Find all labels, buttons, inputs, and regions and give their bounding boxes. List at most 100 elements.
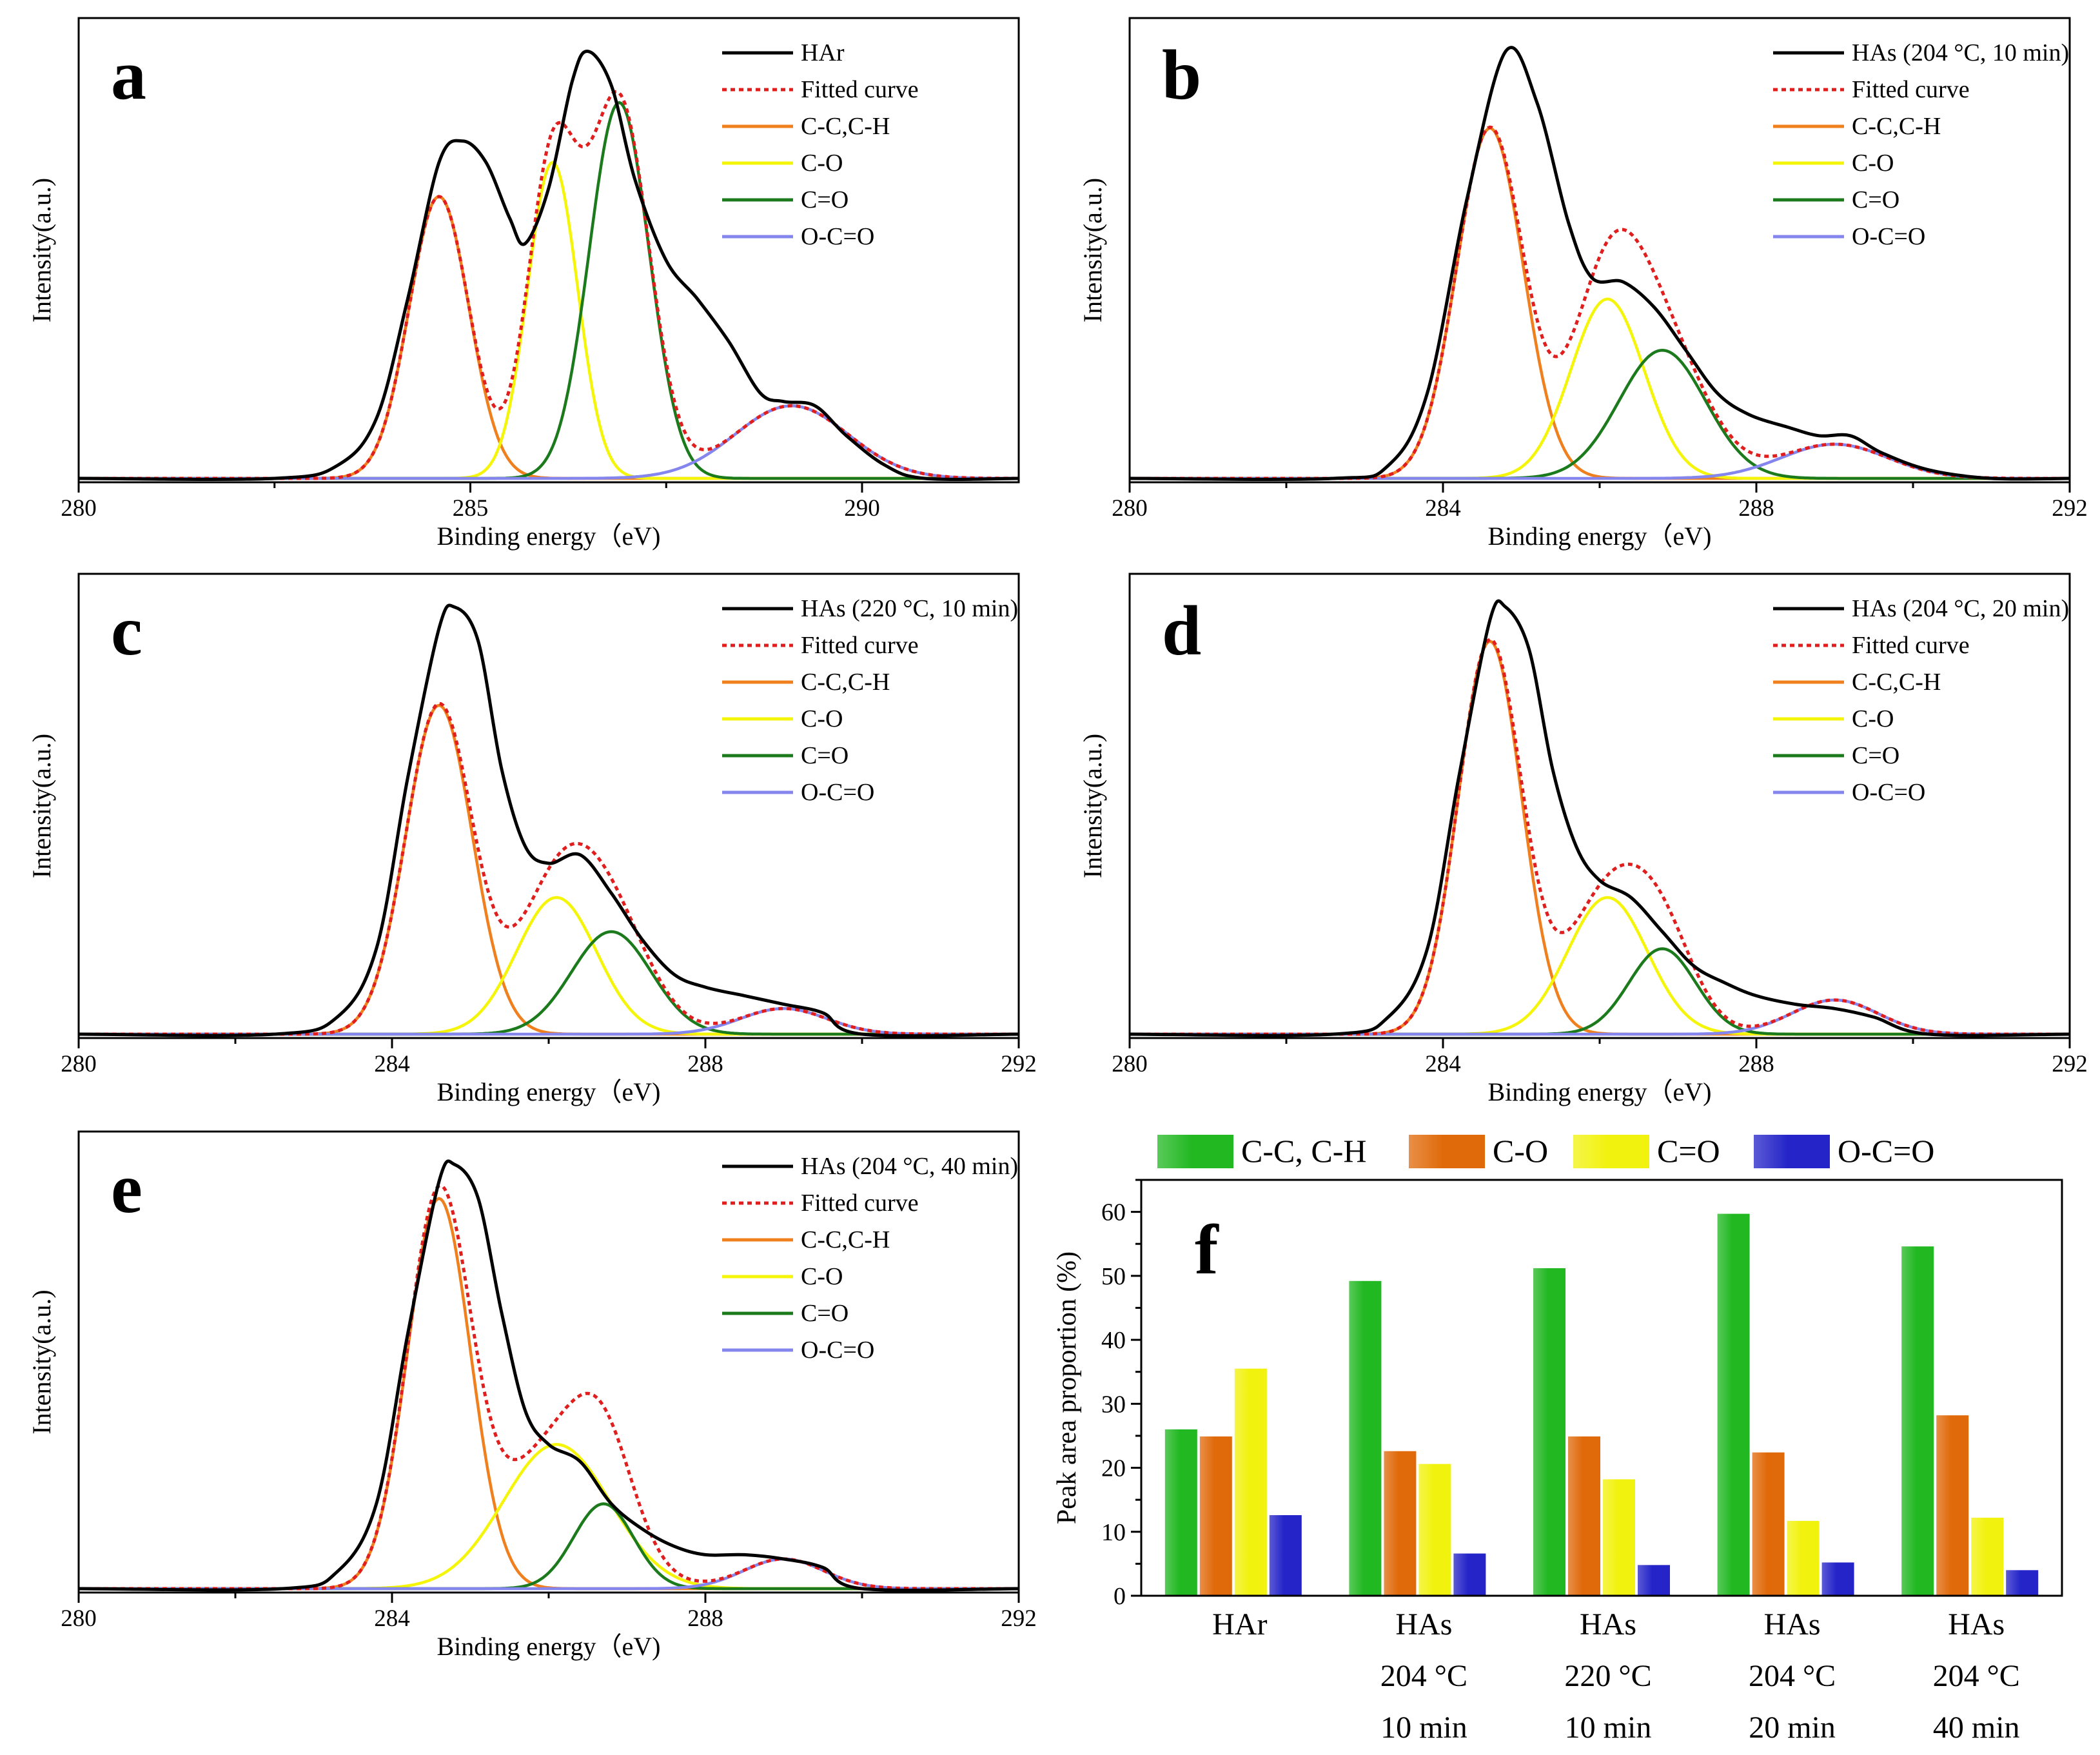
legend-label-c-c-c-h-c: C-C,C-H [801, 669, 890, 696]
x-tick-label-e: 284 [374, 1605, 410, 1632]
x-tick-label-d: 292 [2052, 1051, 2088, 1077]
legend-label-fitted-curve-b: Fitted curve [1852, 76, 1970, 103]
legend-label-c-o-e: C-O [801, 1263, 843, 1290]
y-axis-label-e: Intensity(a.u.) [27, 1289, 56, 1434]
category-label-2-line-0: HAs [1580, 1607, 1636, 1642]
legend-label-c-c-c-h-f: C-C, C-H [1241, 1133, 1366, 1169]
y-tick-label-f: 0 [1114, 1583, 1126, 1610]
y-tick-label-f: 20 [1101, 1455, 1126, 1482]
legend-label-o-c-o-c: O-C=O [801, 779, 874, 806]
component-c-c-c-h-curve-a [79, 195, 1019, 480]
component-c-o-curve-a [79, 161, 1019, 480]
panel-b: 280 284 288 292 Binding energy（eV) Intensity(… [1078, 17, 2088, 551]
legend-label-o-c-o-a: O-C=O [801, 223, 874, 250]
y-axis-label-b: Intensity(a.u.) [1078, 178, 1107, 322]
legend-label-o-c-o-f: O-C=O [1838, 1133, 1934, 1169]
bar-c-o-2 [1568, 1436, 1600, 1596]
x-tick-label-e: 280 [61, 1605, 97, 1632]
x-tick-label-b: 284 [1425, 495, 1461, 522]
x-axis-label-c: Binding energy（eV) [437, 1077, 661, 1106]
bar-c-c-c-h-1 [1349, 1280, 1382, 1596]
bar-o-c-o-2 [1638, 1565, 1670, 1596]
bar-c-c-c-h-2 [1533, 1268, 1565, 1596]
component-o-c-o-curve-d [1130, 998, 2070, 1036]
legend-label-c-o-b: C=O [1852, 186, 1899, 213]
bar-c-o-1 [1384, 1451, 1417, 1596]
legend-swatch-c-o-f [1573, 1135, 1649, 1168]
panel-label-d: d [1162, 591, 1201, 670]
category-label-4-line-1: 204 °C [1933, 1659, 2020, 1693]
legend-label-c-o-f: C-O [1493, 1133, 1548, 1169]
y-axis-label-a: Intensity(a.u.) [27, 178, 56, 322]
bar-c-o-1 [1418, 1464, 1451, 1596]
category-label-2-line-1: 220 °C [1564, 1659, 1651, 1693]
component-c-c-c-h-curve-e [79, 1197, 1019, 1591]
bar-c-c-c-h-3 [1717, 1213, 1750, 1596]
legend-label-o-c-o-e: O-C=O [801, 1337, 874, 1364]
bar-c-o-0 [1234, 1368, 1267, 1596]
legend-label-c-o-a: C=O [801, 186, 849, 213]
x-tick-label-b: 280 [1112, 495, 1148, 522]
measured-spectrum-a [78, 50, 1019, 481]
component-c-o-curve-e [79, 1443, 1019, 1591]
panel-label-a: a [111, 35, 146, 114]
bar-o-c-o-0 [1269, 1515, 1302, 1596]
y-tick-label-f: 60 [1101, 1199, 1126, 1226]
category-label-1-line-0: HAs [1395, 1607, 1452, 1642]
category-label-0-line-0: HAr [1212, 1607, 1267, 1642]
bar-o-c-o-4 [2006, 1570, 2039, 1596]
bar-c-c-c-h-4 [1901, 1246, 1934, 1596]
legend-label-has-204-c-40-min-e: HAs (204 °C, 40 min) [801, 1153, 1018, 1180]
bar-o-c-o-1 [1453, 1553, 1486, 1596]
legend-label-c-c-c-h-a: C-C,C-H [801, 113, 890, 140]
legend-label-c-o-d: C=O [1852, 742, 1899, 769]
legend-label-c-c-c-h-d: C-C,C-H [1852, 669, 1941, 696]
legend-label-o-c-o-d: O-C=O [1852, 779, 1925, 806]
legend-label-fitted-curve-e: Fitted curve [801, 1190, 919, 1217]
panel-f: C-C, C-H C-O C=O O-C=O HAr HAs 204 °C 10 min HAs… [1052, 1133, 2063, 1745]
measured-spectrum-b [1129, 46, 2070, 481]
legend-label-c-o-f: C=O [1657, 1133, 1720, 1169]
panel-c: 280 284 288 292 Binding energy（eV) Intensity(… [27, 573, 1037, 1106]
component-c-o-curve-d [1130, 947, 2070, 1036]
panel-e: 280 284 288 292 Binding energy（eV) Intensity(… [27, 1130, 1037, 1661]
category-label-3-line-1: 204 °C [1749, 1659, 1836, 1693]
component-c-o-curve-b [1130, 349, 2070, 480]
category-label-2-line-2: 10 min [1565, 1711, 1652, 1745]
category-label-1-line-1: 204 °C [1380, 1659, 1467, 1693]
component-o-c-o-curve-a [79, 404, 1019, 480]
measured-spectrum-e [78, 1159, 1019, 1592]
legend-label-c-o-a: C-O [801, 150, 843, 177]
x-axis-label-b: Binding energy（eV) [1488, 522, 1712, 551]
legend-label-c-o-c: C=O [801, 742, 849, 769]
category-label-4-line-0: HAs [1948, 1607, 2005, 1642]
legend-label-has-220-c-10-min-c: HAs (220 °C, 10 min) [801, 595, 1018, 622]
bar-c-c-c-h-0 [1164, 1429, 1197, 1596]
x-tick-label-b: 292 [2052, 495, 2088, 522]
bar-c-o-4 [1971, 1517, 2004, 1596]
x-tick-label-b: 288 [1738, 495, 1774, 522]
x-axis-label-e: Binding energy（eV) [437, 1632, 661, 1661]
measured-spectrum-c [78, 603, 1019, 1037]
legend-label-c-o-b: C-O [1852, 150, 1894, 177]
component-c-o-curve-d [1130, 896, 2070, 1036]
panel-label-f: f [1195, 1210, 1219, 1289]
panel-label-e: e [111, 1149, 142, 1228]
x-axis-label-d: Binding energy（eV) [1488, 1077, 1712, 1106]
y-axis-label-d: Intensity(a.u.) [1078, 734, 1107, 878]
x-tick-label-d: 288 [1738, 1051, 1774, 1077]
panel-label-b: b [1162, 35, 1201, 114]
x-tick-label-c: 284 [374, 1051, 410, 1077]
x-tick-label-d: 280 [1112, 1051, 1148, 1077]
bar-o-c-o-3 [1821, 1562, 1854, 1596]
legend-label-c-o-d: C-O [1852, 705, 1894, 732]
x-tick-label-d: 284 [1425, 1051, 1461, 1077]
bar-c-o-4 [1936, 1415, 1969, 1596]
legend-label-c-o-c: C-O [801, 705, 843, 732]
bar-c-o-2 [1603, 1479, 1635, 1596]
x-tick-label-c: 292 [1001, 1051, 1037, 1077]
x-tick-label-e: 292 [1001, 1605, 1037, 1632]
component-c-o-curve-c [79, 896, 1019, 1036]
component-o-c-o-curve-b [1130, 442, 2070, 480]
